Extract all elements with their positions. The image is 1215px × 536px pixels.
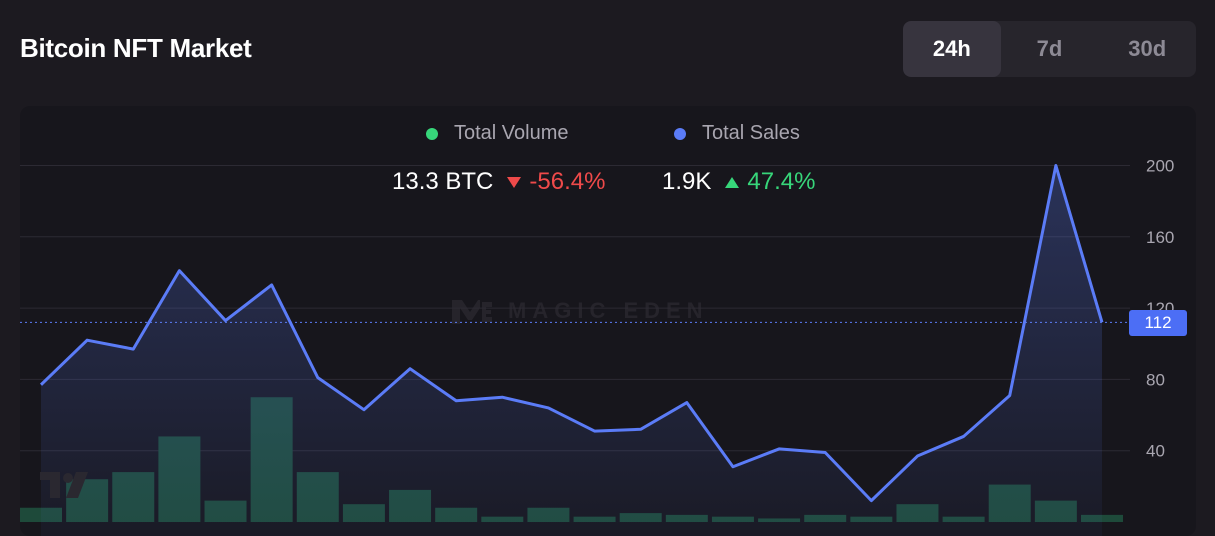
- range-7d-button[interactable]: 7d: [1001, 21, 1099, 77]
- volume-value: 13.3 BTC: [392, 168, 493, 196]
- volume-dot-icon: [426, 128, 438, 140]
- tradingview-logo-icon: [38, 468, 98, 502]
- range-30d-button[interactable]: 30d: [1098, 21, 1196, 77]
- volume-change: -56.4%: [507, 168, 605, 196]
- y-tick-label-80: 80: [1146, 370, 1165, 389]
- volume-stat: 13.3 BTC -56.4%: [392, 168, 605, 196]
- volume-change-value: -56.4%: [529, 168, 605, 196]
- current-value-tag: 112: [1129, 310, 1187, 336]
- time-range-selector: 24h 7d 30d: [903, 21, 1196, 77]
- volume-label: Total Volume: [454, 122, 569, 145]
- sales-value: 1.9K: [662, 168, 711, 196]
- sales-dot-icon: [674, 128, 686, 140]
- y-tick-label-160: 160: [1146, 228, 1174, 247]
- range-24h-button[interactable]: 24h: [903, 21, 1001, 77]
- sales-label: Total Sales: [702, 122, 800, 145]
- chart-legend: Total Volume Total Sales 13.3 BTC -56.4%…: [20, 122, 1196, 192]
- sales-change: 47.4%: [725, 168, 815, 196]
- triangle-up-icon: [725, 177, 739, 188]
- sales-area: [41, 166, 1102, 536]
- y-tick-label-40: 40: [1146, 442, 1165, 461]
- sales-stat: 1.9K 47.4%: [662, 168, 815, 196]
- page-title: Bitcoin NFT Market: [20, 32, 252, 64]
- triangle-down-icon: [507, 177, 521, 188]
- legend-item-sales: Total Sales: [674, 122, 800, 145]
- sales-change-value: 47.4%: [747, 168, 815, 196]
- legend-item-volume: Total Volume: [426, 122, 569, 145]
